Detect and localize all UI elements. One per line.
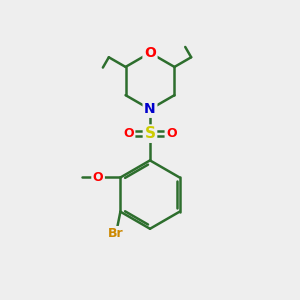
Text: O: O [166,127,177,140]
Text: O: O [144,46,156,60]
Text: Br: Br [108,227,124,241]
Text: O: O [93,171,104,184]
Text: O: O [123,127,134,140]
Text: N: N [144,102,156,116]
Text: S: S [145,126,155,141]
